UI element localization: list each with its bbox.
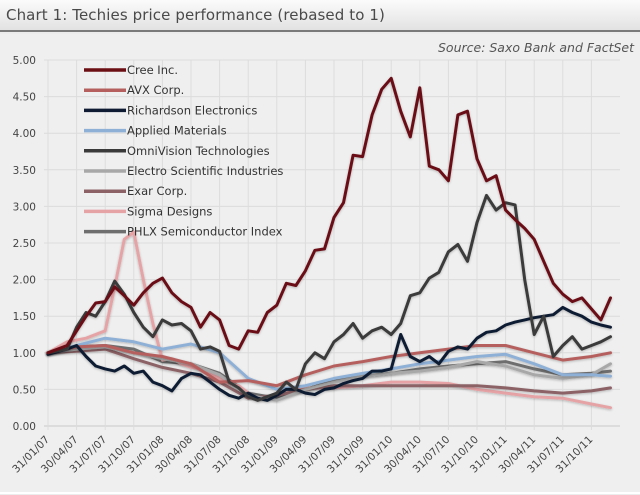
legend-label: Exar Corp.: [127, 184, 187, 198]
y-tick-label: 2.50: [13, 238, 36, 250]
legend-item: Cree Inc.: [84, 63, 178, 77]
y-tick-label: 0.50: [13, 384, 36, 396]
legend: Cree Inc. AVX Corp. Richardson Electronics…: [84, 63, 283, 239]
legend-item: Electro Scientific Industries: [84, 164, 283, 178]
legend-label: Electro Scientific Industries: [127, 164, 283, 178]
series-line-richardson-electronics: [46, 305, 612, 402]
y-tick-label: 1.50: [13, 311, 36, 323]
chart-title-bar: Chart 1: Techies price performance (reba…: [0, 0, 640, 32]
series-line-cree-inc: [46, 76, 612, 355]
legend-item: Applied Materials: [84, 124, 227, 138]
legend-label: Applied Materials: [127, 124, 227, 138]
y-tick-label: 0.00: [13, 421, 36, 433]
chart-title: Chart 1: Techies price performance (reba…: [6, 6, 385, 24]
legend-item: Sigma Designs: [84, 204, 212, 218]
legend-label: PHLX Semiconductor Index: [127, 225, 283, 239]
legend-label: AVX Corp.: [127, 83, 184, 97]
legend-label: Cree Inc.: [127, 63, 178, 77]
y-tick-label: 3.00: [13, 201, 36, 213]
legend-label: Richardson Electronics: [127, 103, 257, 117]
series-line-omnivision-technologies: [46, 193, 612, 402]
y-axis: 0.00 0.50 1.00 1.50 2.00 2.50 3.00 3.50 4.00 4.50…: [13, 55, 36, 433]
series-line-avx-corp: [46, 344, 612, 388]
series-line-exar-corp: [46, 347, 612, 400]
y-tick-label: 4.50: [13, 92, 36, 104]
y-tick-label: 2.00: [13, 275, 36, 287]
y-tick-label: 1.00: [13, 348, 36, 360]
y-tick-label: 4.00: [13, 128, 36, 140]
legend-item: OmniVision Technologies: [84, 144, 270, 158]
chart-source: Source: Saxo Bank and FactSet: [437, 40, 634, 55]
legend-label: OmniVision Technologies: [127, 144, 270, 158]
legend-item: Exar Corp.: [84, 184, 187, 198]
y-tick-label: 5.00: [13, 55, 36, 67]
x-axis: 31/01/0730/04/0731/07/0731/10/0731/01/08…: [10, 434, 595, 476]
y-tick-label: 3.50: [13, 165, 36, 177]
series-line-applied-materials: [46, 336, 612, 391]
series-lines: [46, 76, 612, 410]
legend-item: Richardson Electronics: [84, 103, 257, 117]
legend-item: PHLX Semiconductor Index: [84, 225, 283, 239]
legend-label: Sigma Designs: [127, 204, 212, 218]
legend-item: AVX Corp.: [84, 83, 184, 97]
